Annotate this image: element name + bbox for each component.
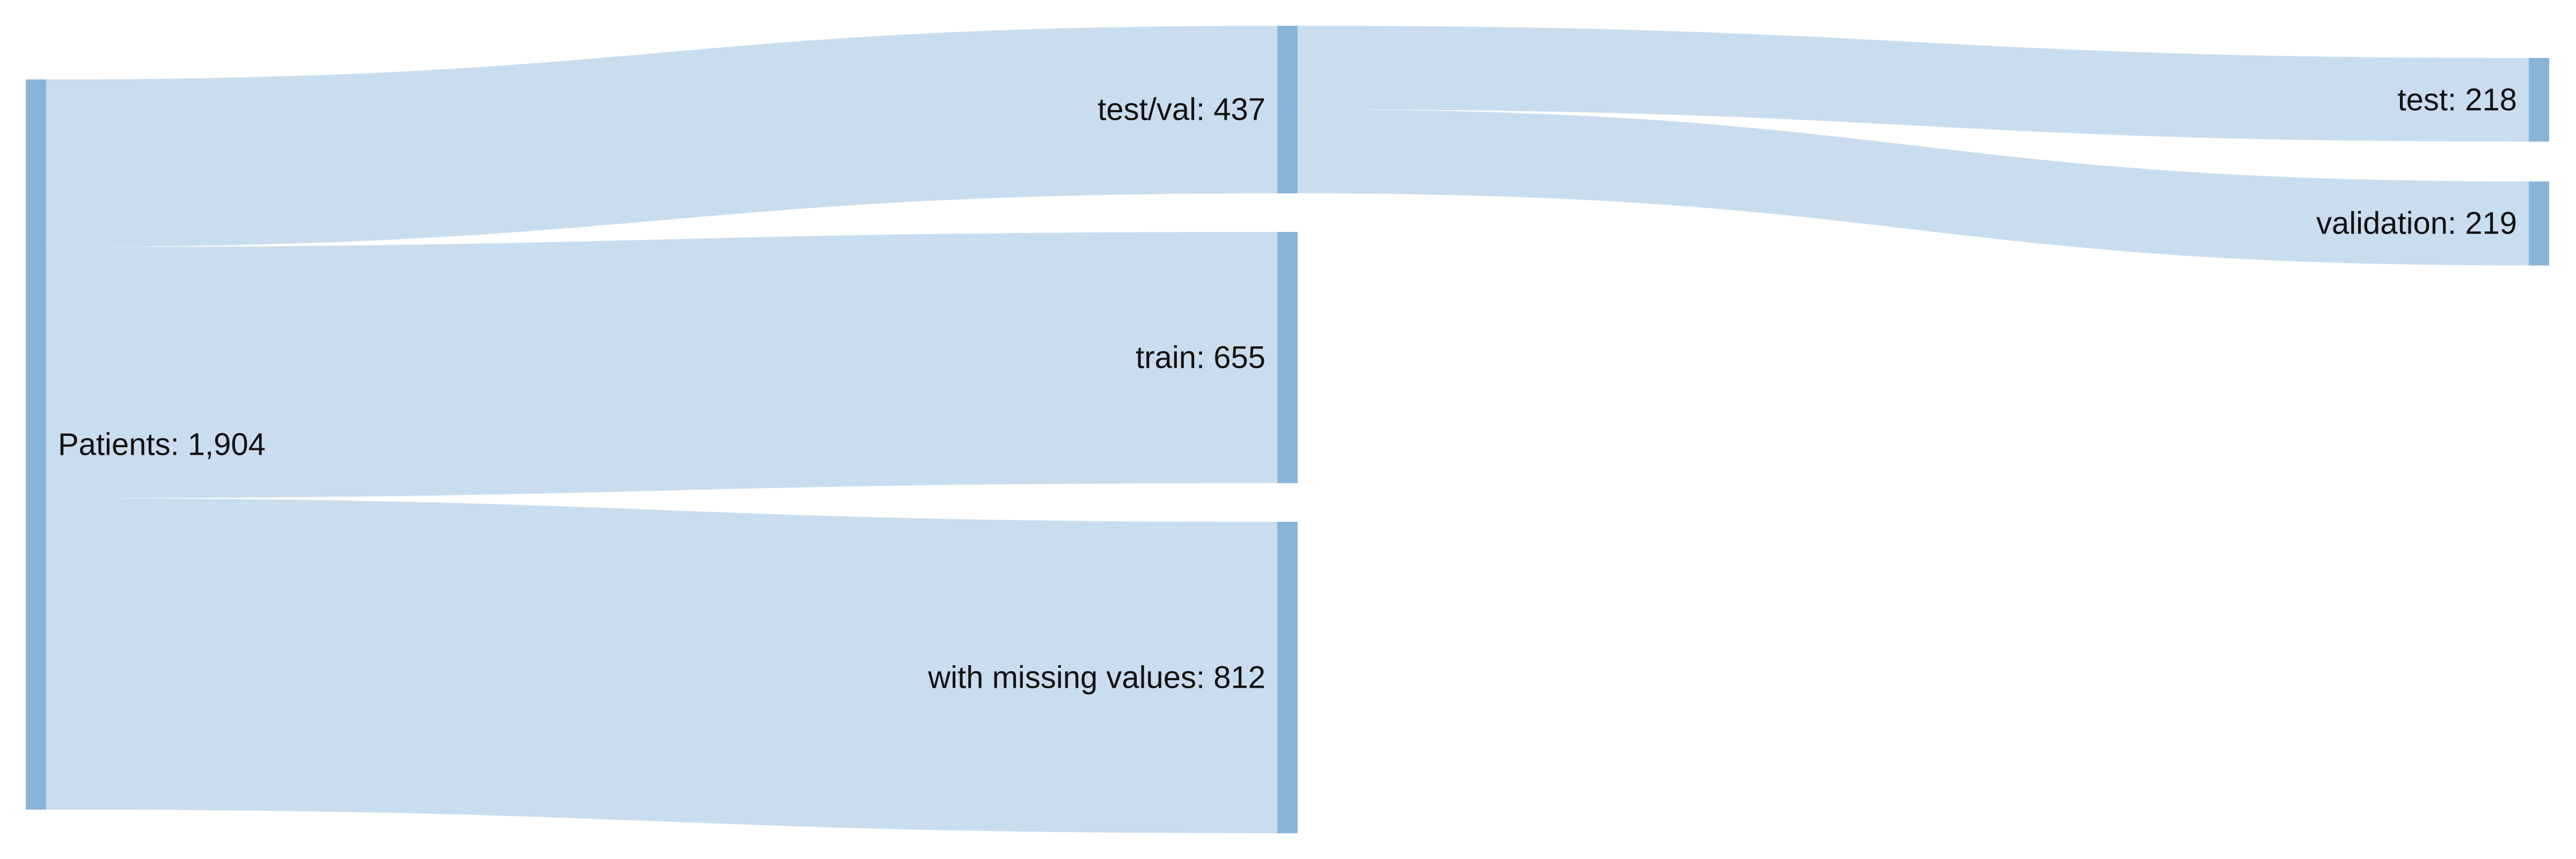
sankey-links	[46, 26, 2529, 833]
sankey-node-patients	[26, 79, 46, 810]
sankey-node-missing	[1277, 522, 1298, 833]
sankey-node-train	[1277, 232, 1298, 483]
sankey-label-train: train: 655	[1136, 340, 1265, 375]
sankey-label-validation: validation: 219	[2316, 206, 2517, 241]
sankey-link-patients-to-train	[46, 232, 1277, 498]
sankey-labels: Patients: 1,904 test/val: 437 train: 655 wi…	[58, 82, 2517, 695]
sankey-label-testval: test/val: 437	[1097, 92, 1265, 127]
sankey-link-testval-to-validation	[1298, 109, 2529, 266]
sankey-node-test	[2529, 58, 2549, 142]
sankey-node-testval	[1277, 26, 1298, 194]
sankey-label-test: test: 218	[2398, 82, 2517, 117]
sankey-link-patients-to-missing	[46, 498, 1277, 833]
sankey-link-patients-to-testval	[46, 26, 1277, 247]
sankey-label-patients: Patients: 1,904	[58, 427, 266, 462]
sankey-label-missing: with missing values: 812	[927, 660, 1265, 695]
sankey-link-testval-to-test	[1298, 26, 2529, 142]
sankey-nodes	[26, 26, 2549, 833]
sankey-node-validation	[2529, 181, 2549, 266]
